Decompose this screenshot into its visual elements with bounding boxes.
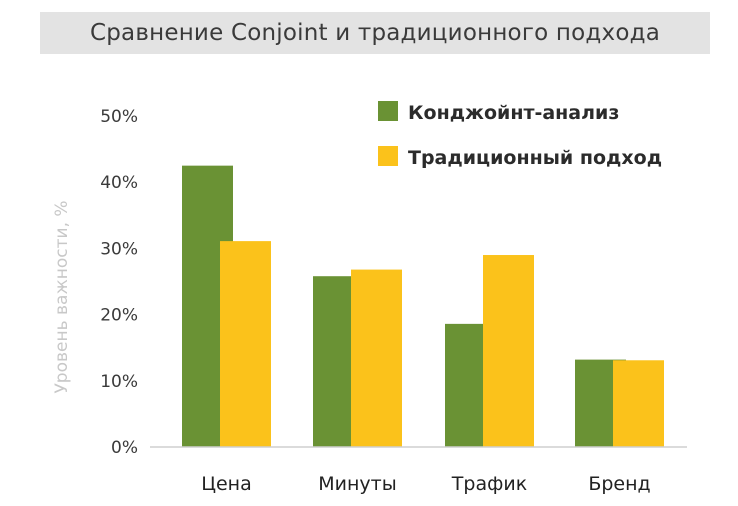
legend: Конджойнт-анализ Традиционный подход	[378, 101, 662, 169]
category-label: Цена	[201, 473, 252, 495]
bar-traditional-1	[351, 269, 402, 447]
y-tick-label: 40%	[100, 173, 138, 193]
y-tick-label: 10%	[100, 372, 138, 392]
y-axis-label: Уровень важности, %	[52, 200, 72, 393]
bar-traditional-3	[613, 360, 664, 447]
y-axis-ticks: 0% 10% 20% 30% 40% 50%	[100, 107, 138, 458]
y-tick-label: 50%	[100, 107, 138, 127]
legend-swatch-conjoint	[378, 101, 398, 121]
legend-label-conjoint: Конджойнт-анализ	[408, 102, 619, 124]
title-band: Сравнение Conjoint и традиционного подхо…	[40, 12, 710, 54]
legend-label-traditional: Традиционный подход	[408, 147, 662, 169]
category-label: Трафик	[451, 473, 527, 495]
y-tick-label: 30%	[100, 239, 138, 259]
bar-traditional-2	[483, 255, 534, 447]
category-label: Минуты	[318, 473, 396, 495]
legend-swatch-traditional	[378, 146, 398, 166]
category-label: Бренд	[588, 473, 650, 495]
y-tick-label: 20%	[100, 306, 138, 326]
bar-traditional-0	[220, 241, 271, 447]
category-labels: Цена Минуты Трафик Бренд	[201, 473, 650, 495]
y-tick-label: 0%	[111, 438, 138, 458]
bars	[182, 165, 664, 447]
chart-title: Сравнение Conjoint и традиционного подхо…	[90, 20, 660, 46]
